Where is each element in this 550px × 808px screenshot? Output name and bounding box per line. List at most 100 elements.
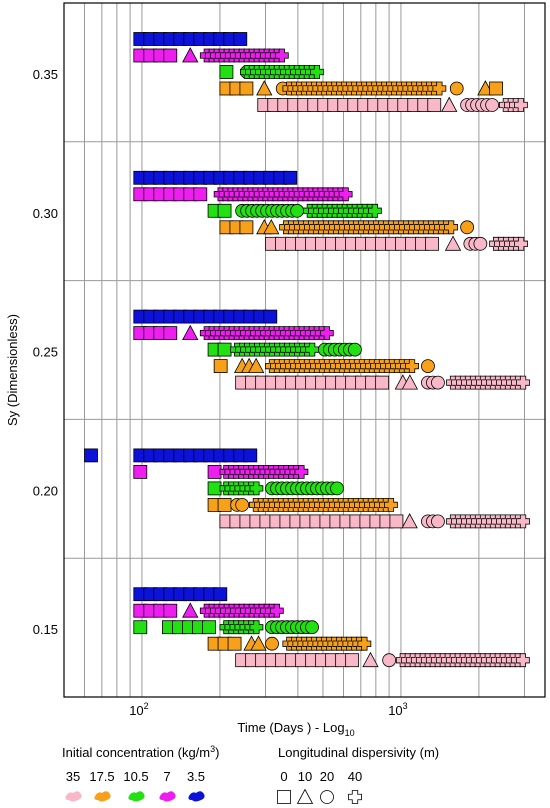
x-tick-label: 102	[129, 701, 148, 718]
legend-dispersivity-title: Longitudinal dispersivity (m)	[278, 745, 439, 760]
data-point-square	[193, 187, 208, 202]
data-point-cross	[367, 203, 382, 218]
series-0.15-35	[235, 651, 530, 668]
data-point-cross	[338, 187, 353, 202]
legend-concentration-label: 10.5	[123, 769, 148, 784]
series-0.20-10.5	[207, 481, 344, 496]
data-point-square	[207, 481, 222, 496]
legend-dispersivity-label: 10	[298, 769, 312, 784]
data-point-circle	[330, 481, 344, 496]
data-point-triangle	[401, 513, 418, 529]
data-point-triangle	[247, 357, 265, 374]
legend-concentration-swatch	[128, 791, 145, 802]
data-point-circle	[449, 81, 464, 96]
data-point-square	[217, 497, 232, 512]
data-point-cross	[294, 464, 309, 479]
data-point-square	[425, 236, 439, 251]
y-tick-label: 0.25	[33, 345, 58, 360]
legend-dispersivity-label: 0	[280, 769, 287, 784]
data-point-square	[163, 603, 178, 618]
data-point-circle	[431, 375, 445, 390]
legend-concentration-swatch	[159, 791, 176, 802]
data-point-square	[207, 464, 222, 479]
data-point-square	[243, 448, 258, 463]
data-point-cross	[249, 481, 264, 496]
data-point-square	[233, 32, 248, 46]
data-point-cross	[516, 375, 530, 390]
data-point-square	[489, 81, 504, 96]
data-point-square	[217, 203, 232, 218]
legend-dispersivity-shape	[296, 788, 314, 804]
series-0.25-10.5	[207, 342, 362, 357]
data-point-square	[84, 448, 98, 463]
legend-concentration-label: 3.5	[187, 769, 205, 784]
series-0.25-35	[235, 374, 530, 390]
data-point-cross	[305, 342, 320, 357]
data-point-circle	[382, 653, 397, 668]
data-point-triangle	[250, 635, 267, 651]
data-point-triangle	[444, 235, 462, 251]
series-0.35-17.5	[219, 80, 504, 96]
axis-layer: Sy (Dimensionless) Time (Days ) - Log10 …	[5, 67, 408, 738]
data-point-circle	[265, 636, 279, 651]
data-point-square	[163, 326, 178, 341]
data-point-triangle	[401, 374, 419, 390]
data-point-triangle	[182, 324, 199, 341]
data-point-triangle	[182, 602, 199, 618]
series-0.35-7	[133, 47, 289, 63]
series-0.35-10.5	[219, 65, 324, 79]
legend-concentration-label: 7	[163, 769, 170, 784]
legend-dispersivity-label: 40	[348, 769, 362, 784]
data-point-cross	[405, 359, 419, 374]
data-point-circle	[347, 342, 362, 357]
data-point-circle	[485, 98, 500, 112]
series-0.30-10.5	[207, 203, 382, 218]
legend-dispersivity-shape	[320, 790, 334, 804]
data-point-triangle	[256, 80, 273, 96]
data-point-square	[133, 620, 148, 635]
series-0.25-3.5	[133, 309, 278, 324]
data-point-cross	[310, 65, 324, 79]
data-point-square	[133, 464, 148, 479]
data-point-square	[217, 342, 232, 357]
data-point-cross	[432, 81, 447, 96]
data-point-triangle	[477, 80, 494, 96]
data-point-cross	[444, 220, 458, 235]
series-0.15-17.5	[207, 635, 372, 651]
legend-concentration-swatch	[188, 791, 205, 802]
x-axis-label-main: Time (Days ) - Log	[237, 720, 344, 735]
series-0.25-17.5	[213, 357, 435, 374]
data-point-cross	[274, 48, 289, 63]
data-point-square	[163, 48, 178, 63]
legend-concentration-label: 35	[66, 769, 80, 784]
data-point-square	[345, 653, 360, 668]
data-point-cross	[515, 653, 530, 668]
data-point-circle	[460, 220, 475, 235]
data-point-circle	[431, 514, 445, 529]
data-point-square	[227, 636, 242, 651]
y-axis-label: Sy (Dimensionless)	[5, 314, 20, 426]
series-0.25-7	[133, 324, 334, 341]
series-0.35-3.5	[133, 32, 248, 46]
data-point-cross	[514, 236, 529, 251]
plot-frame	[63, 2, 546, 698]
legend-dispersivity-label: 20	[320, 769, 334, 784]
x-tick-label: 103	[388, 701, 407, 718]
data-point-circle	[290, 203, 305, 218]
data-point-square	[375, 375, 390, 390]
series-0.30-7	[133, 187, 353, 202]
series-0.15-3.5	[133, 587, 228, 602]
data-point-cross	[319, 326, 334, 341]
legend-dispersivity-shape	[348, 790, 362, 804]
series-0.20-3.5	[84, 448, 258, 463]
series-0.35-35	[257, 96, 528, 112]
series-0.15-10.5	[133, 620, 319, 635]
data-point-cross	[516, 514, 530, 529]
legend-concentration-title: Initial concentration (kg/m3)	[62, 744, 219, 760]
data-point-square	[202, 620, 216, 635]
x-axis-label-subscript: 10	[345, 728, 355, 738]
legend: Initial concentration (kg/m3) Longitudin…	[62, 744, 439, 804]
data-point-square	[213, 359, 228, 374]
legend-dispersivity-shape	[277, 790, 291, 804]
data-point-circle	[305, 620, 319, 635]
